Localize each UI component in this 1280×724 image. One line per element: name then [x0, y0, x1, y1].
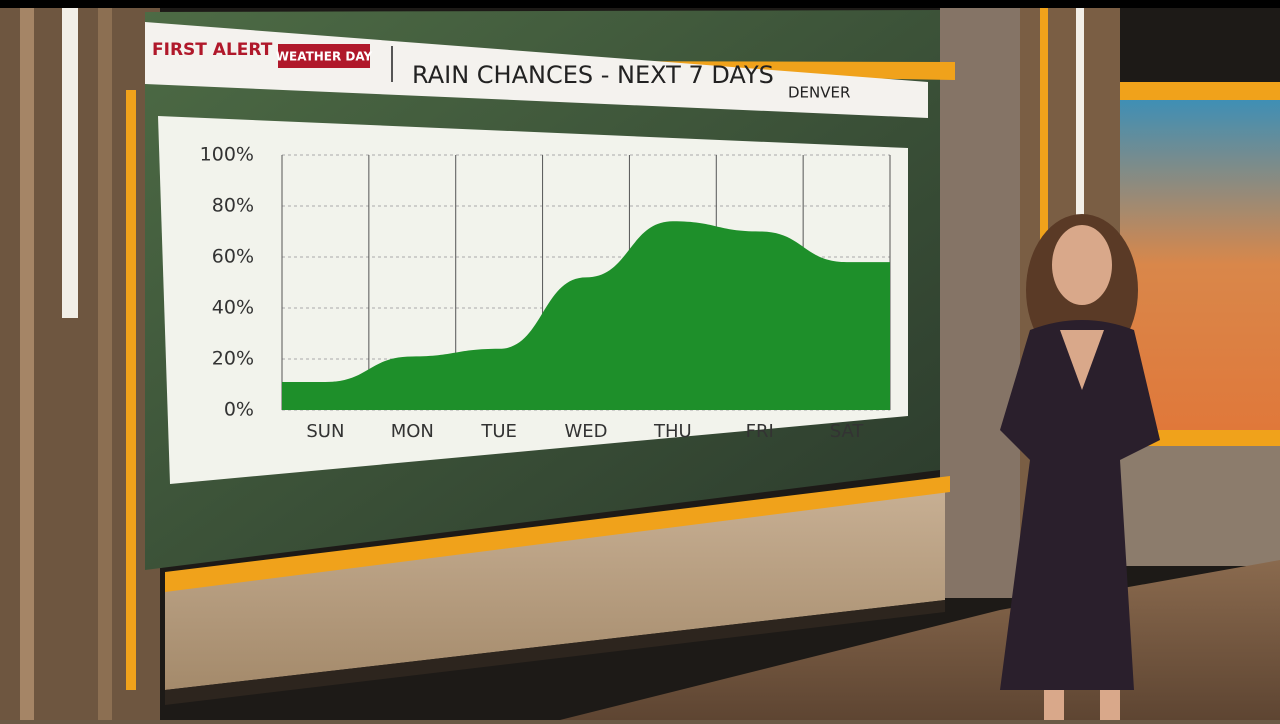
y-tick-label: 100% [200, 144, 254, 166]
x-tick-label: FRI [746, 421, 774, 442]
y-tick-label: 60% [212, 246, 254, 268]
chart: 0% 20% 40% 60% 80% 100% SUN MON TUE WED THU FRI SAT [200, 144, 891, 442]
leg [1044, 690, 1064, 720]
presenter [1000, 214, 1160, 720]
light-strip [1076, 8, 1084, 228]
orange-strip [126, 90, 136, 690]
x-tick-label: MON [391, 421, 434, 442]
chart-title: RAIN CHANCES - NEXT 7 DAYS [412, 61, 774, 89]
x-tick-label: TUE [480, 421, 517, 442]
dress [1000, 320, 1160, 690]
desk-front [165, 480, 945, 690]
x-tick-label: THU [653, 421, 692, 442]
light-strip [62, 8, 78, 318]
badge: WEATHER DAY [276, 50, 373, 64]
leg [1100, 690, 1120, 720]
orange-trim [1120, 430, 1280, 446]
right-wall [940, 8, 1020, 598]
y-tick-label: 80% [212, 195, 254, 217]
badge-box [278, 44, 370, 68]
neckline [1060, 330, 1104, 390]
y-tick-label: 0% [224, 399, 254, 421]
rain-area [282, 221, 890, 410]
side-screen [1120, 100, 1280, 430]
x-tick-label: SAT [830, 421, 865, 442]
y-tick-label: 40% [212, 297, 254, 319]
brand: FIRST ALERT [152, 40, 273, 60]
right-lower [1120, 446, 1280, 566]
desk-trim [165, 476, 950, 592]
orange-trim [1120, 82, 1280, 100]
slat [98, 8, 112, 720]
face [1052, 225, 1112, 305]
top-bar [0, 0, 1280, 8]
orange-strip [1040, 8, 1048, 248]
x-tick-label: SUN [306, 421, 344, 442]
x-tick-label: WED [564, 421, 607, 442]
location: DENVER [788, 84, 850, 102]
desk-shadow [165, 600, 945, 705]
y-tick-label: 20% [212, 348, 254, 370]
slat [20, 8, 34, 720]
